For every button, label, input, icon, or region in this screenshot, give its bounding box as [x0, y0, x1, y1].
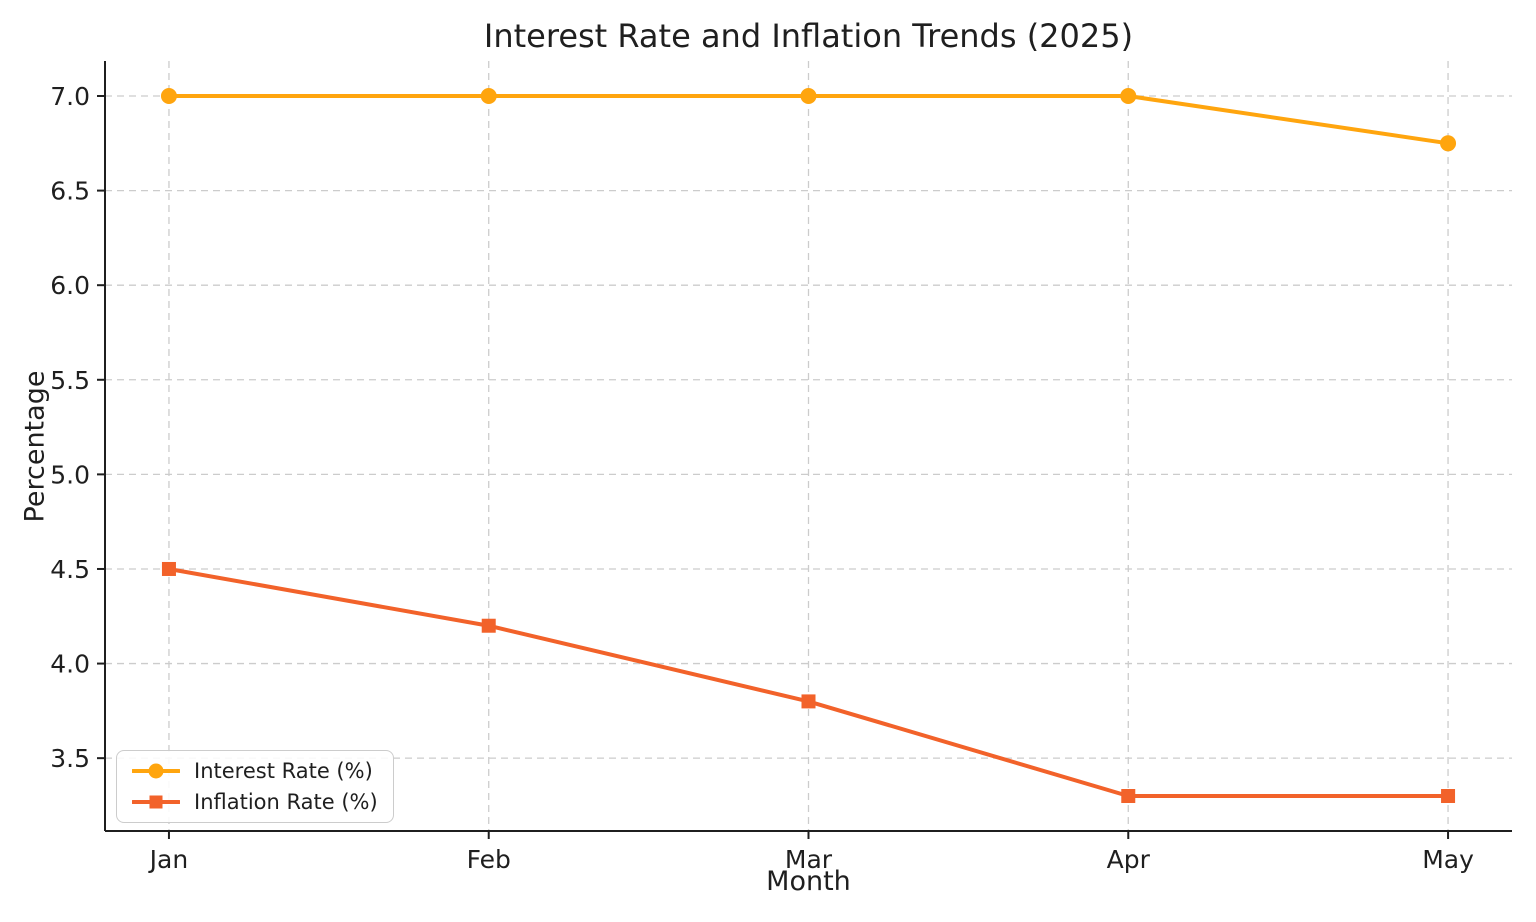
- data-point-marker: [1440, 135, 1457, 152]
- legend-label-interest-rate: Interest Rate (%): [194, 759, 373, 783]
- inflation-rate-line-swatch-icon: [132, 795, 180, 809]
- y-tick-label: 4.5: [50, 555, 90, 584]
- x-tick-label: Feb: [467, 845, 511, 874]
- chart-title: Interest Rate and Inflation Trends (2025…: [483, 17, 1134, 55]
- data-point-marker: [161, 561, 176, 576]
- y-tick-label: 6.5: [50, 177, 90, 206]
- interest-rate-line-swatch-icon: [132, 763, 180, 779]
- data-point-marker: [481, 618, 496, 633]
- y-tick-label: 4.0: [50, 650, 90, 679]
- data-point-marker: [800, 88, 817, 104]
- y-tick-label: 6.0: [50, 271, 90, 300]
- data-point-marker: [1441, 789, 1456, 803]
- y-tick-label: 5.5: [50, 366, 90, 395]
- data-point-marker: [801, 694, 816, 709]
- data-point-marker: [480, 88, 497, 104]
- legend-label-inflation-rate: Inflation Rate (%): [194, 790, 378, 814]
- legend: Interest Rate (%) Inflation Rate (%): [116, 750, 394, 823]
- y-tick-label: 3.5: [50, 744, 90, 773]
- legend-item-interest-rate: Interest Rate (%): [132, 759, 378, 783]
- x-tick-label: Mar: [785, 845, 833, 874]
- x-axis-label: Month: [766, 866, 851, 897]
- x-tick-label: May: [1422, 845, 1474, 874]
- legend-item-inflation-rate: Inflation Rate (%): [132, 790, 378, 814]
- y-tick-label: 7.0: [50, 82, 90, 111]
- x-tick-label: Apr: [1107, 845, 1151, 874]
- x-tick-label: Jan: [148, 845, 189, 874]
- data-point-marker: [1121, 789, 1136, 803]
- y-tick-label: 5.0: [50, 460, 90, 489]
- data-point-marker: [160, 88, 177, 104]
- data-point-marker: [1120, 88, 1137, 104]
